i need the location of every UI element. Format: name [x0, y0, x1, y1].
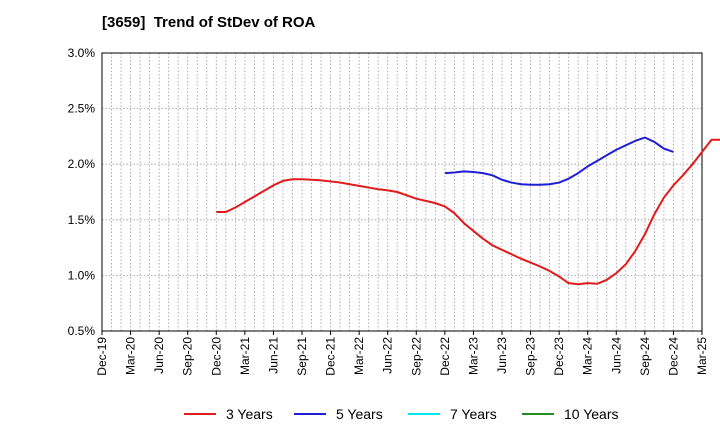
chart-title: [3659] Trend of StDev of ROA: [102, 14, 316, 31]
x-tick-label: Mar-24: [581, 337, 595, 375]
y-tick-label: 2.0%: [68, 157, 96, 171]
x-tick-label: Jun-24: [609, 337, 623, 374]
x-tick-label: Mar-25: [695, 337, 709, 375]
legend-swatch-10-years: [522, 413, 554, 415]
legend-item-7-years: 7 Years: [408, 406, 497, 422]
axis-layer: 0.5% 1.0% 1.5% 2.0% 2.5% 3.0% Dec-19 Mar-20 Jun-…: [68, 46, 709, 376]
legend-label-7-years: 7 Years: [450, 406, 497, 422]
x-tick-label: Dec-22: [438, 337, 452, 376]
x-tick-label: Jun-22: [381, 337, 395, 374]
x-tick-label: Dec-20: [209, 337, 223, 376]
x-tick-label: Sep-22: [409, 337, 423, 376]
legend-swatch-7-years: [408, 413, 440, 415]
legend-label-3-years: 3 Years: [226, 406, 273, 422]
legend: 3 Years 5 Years 7 Years 10 Years: [0, 406, 720, 426]
legend-label-10-years: 10 Years: [564, 406, 619, 422]
x-tick-label: Mar-22: [352, 337, 366, 375]
legend-swatch-3-years: [184, 413, 216, 415]
legend-swatch-5-years: [294, 413, 326, 415]
x-tick-label: Mar-23: [466, 337, 480, 375]
series-line-3-years: [216, 138, 720, 286]
y-tick-label: 1.0%: [68, 268, 96, 282]
plot-frame: [101, 52, 703, 332]
y-tick-label: 0.5%: [68, 324, 96, 338]
legend-item-10-years: 10 Years: [522, 406, 619, 422]
y-tick-label: 3.0%: [68, 46, 96, 60]
series-line-5-years: [444, 136, 674, 186]
y-tick-label: 2.5%: [68, 102, 96, 116]
legend-item-3-years: 3 Years: [184, 406, 273, 422]
legend-label-5-years: 5 Years: [336, 406, 383, 422]
x-tick-label: Dec-23: [552, 337, 566, 376]
x-tick-label: Sep-21: [295, 337, 309, 376]
x-tick-label: Jun-23: [495, 337, 509, 374]
x-tick-label: Mar-21: [238, 337, 252, 375]
x-tick-label: Jun-21: [266, 337, 280, 374]
x-tick-label: Dec-24: [666, 337, 680, 376]
series-layer: [216, 136, 720, 286]
x-tick-label: Sep-24: [638, 337, 652, 376]
x-tick-label: Dec-21: [324, 337, 338, 376]
x-tick-label: Jun-20: [152, 337, 166, 374]
x-tick-label: Mar-20: [124, 337, 138, 375]
legend-item-5-years: 5 Years: [294, 406, 383, 422]
grid-layer: [102, 53, 702, 331]
x-tick-label: Sep-20: [181, 337, 195, 376]
y-tick-label: 1.5%: [68, 213, 96, 227]
x-tick-label: Dec-19: [95, 337, 109, 376]
x-tick-label: Sep-23: [524, 337, 538, 376]
